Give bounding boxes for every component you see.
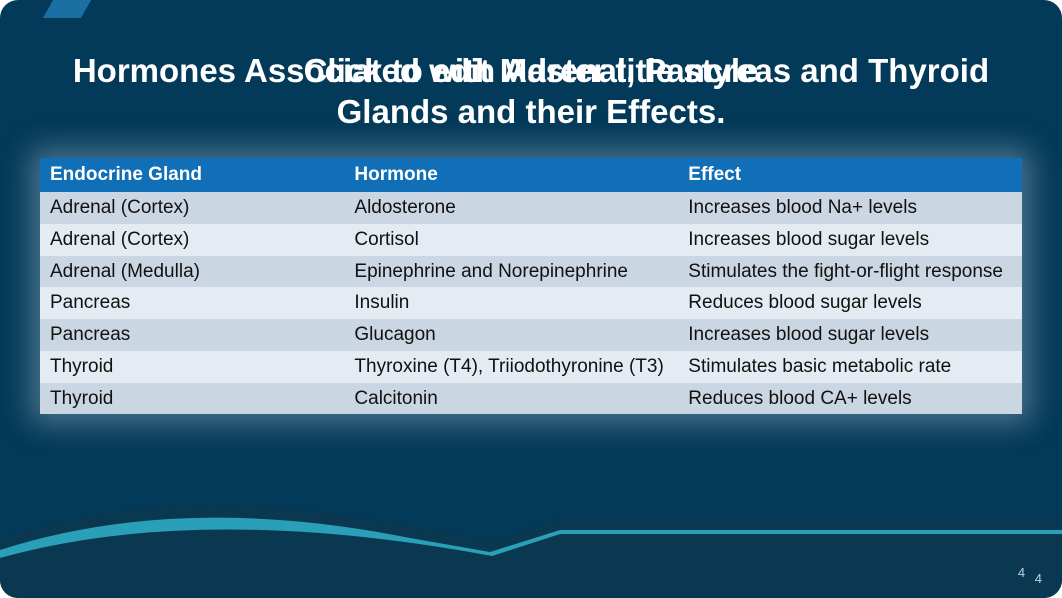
col-header-effect: Effect <box>678 158 1022 192</box>
cell-hormone: Thyroxine (T4), Triiodothyronine (T3) <box>344 351 678 383</box>
page-number-a: 4 <box>1018 565 1025 580</box>
cell-effect: Stimulates the fight-or-flight response <box>678 256 1022 288</box>
col-header-gland: Endocrine Gland <box>40 158 344 192</box>
swoosh-decoration <box>0 478 1062 598</box>
hormone-table: Endocrine Gland Hormone Effect Adrenal (… <box>40 158 1022 414</box>
cell-gland: Pancreas <box>40 287 344 319</box>
cell-effect: Reduces blood sugar levels <box>678 287 1022 319</box>
cell-effect: Increases blood Na+ levels <box>678 192 1022 224</box>
page-number: 4 4 <box>1018 565 1036 580</box>
cell-gland: Adrenal (Medulla) <box>40 256 344 288</box>
cell-effect: Increases blood sugar levels <box>678 224 1022 256</box>
table-row: Pancreas Glucagon Increases blood sugar … <box>40 319 1022 351</box>
table-row: Adrenal (Cortex) Cortisol Increases bloo… <box>40 224 1022 256</box>
slide-title: Click to edit Master title style Hormone… <box>40 50 1022 133</box>
table-row: Adrenal (Medulla) Epinephrine and Norepi… <box>40 256 1022 288</box>
cell-effect: Reduces blood CA+ levels <box>678 383 1022 415</box>
page-number-b: 4 <box>1035 571 1042 586</box>
cell-hormone: Calcitonin <box>344 383 678 415</box>
cell-hormone: Aldosterone <box>344 192 678 224</box>
table-header-row: Endocrine Gland Hormone Effect <box>40 158 1022 192</box>
slide: Click to edit Master title style Hormone… <box>0 0 1062 598</box>
cell-hormone: Cortisol <box>344 224 678 256</box>
cell-gland: Pancreas <box>40 319 344 351</box>
cell-effect: Stimulates basic metabolic rate <box>678 351 1022 383</box>
cell-gland: Thyroid <box>40 383 344 415</box>
table-row: Pancreas Insulin Reduces blood sugar lev… <box>40 287 1022 319</box>
corner-decoration <box>43 0 91 18</box>
table-row: Adrenal (Cortex) Aldosterone Increases b… <box>40 192 1022 224</box>
table-row: Thyroid Calcitonin Reduces blood CA+ lev… <box>40 383 1022 415</box>
cell-gland: Adrenal (Cortex) <box>40 224 344 256</box>
hormone-table-container: Endocrine Gland Hormone Effect Adrenal (… <box>40 158 1022 414</box>
cell-gland: Adrenal (Cortex) <box>40 192 344 224</box>
table-row: Thyroid Thyroxine (T4), Triiodothyronine… <box>40 351 1022 383</box>
cell-hormone: Epinephrine and Norepinephrine <box>344 256 678 288</box>
cell-effect: Increases blood sugar levels <box>678 319 1022 351</box>
title-main-text: Hormones Associated with Adrenal, Pancre… <box>40 50 1022 133</box>
cell-gland: Thyroid <box>40 351 344 383</box>
cell-hormone: Glucagon <box>344 319 678 351</box>
col-header-hormone: Hormone <box>344 158 678 192</box>
cell-hormone: Insulin <box>344 287 678 319</box>
